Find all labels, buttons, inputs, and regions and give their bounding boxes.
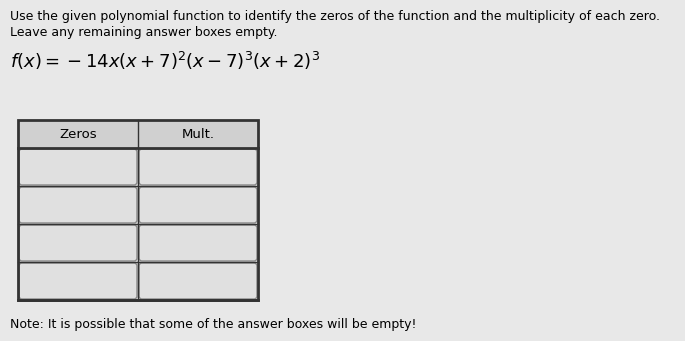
FancyBboxPatch shape bbox=[139, 187, 257, 223]
FancyBboxPatch shape bbox=[19, 187, 137, 223]
FancyBboxPatch shape bbox=[139, 263, 257, 299]
FancyBboxPatch shape bbox=[19, 149, 137, 185]
FancyBboxPatch shape bbox=[19, 263, 137, 299]
Text: Use the given polynomial function to identify the zeros of the function and the : Use the given polynomial function to ide… bbox=[10, 10, 660, 23]
Text: Leave any remaining answer boxes empty.: Leave any remaining answer boxes empty. bbox=[10, 26, 277, 39]
FancyBboxPatch shape bbox=[19, 225, 137, 261]
Text: Note: It is possible that some of the answer boxes will be empty!: Note: It is possible that some of the an… bbox=[10, 318, 416, 331]
FancyBboxPatch shape bbox=[139, 149, 257, 185]
Bar bbox=[18, 120, 258, 148]
Text: Mult.: Mult. bbox=[182, 128, 214, 140]
FancyBboxPatch shape bbox=[139, 225, 257, 261]
Text: Zeros: Zeros bbox=[59, 128, 97, 140]
Bar bbox=[18, 120, 258, 300]
Text: $f(x) =-14x(x+7)^{2}(x-7)^{3}(x+2)^{3}$: $f(x) =-14x(x+7)^{2}(x-7)^{3}(x+2)^{3}$ bbox=[10, 50, 320, 72]
